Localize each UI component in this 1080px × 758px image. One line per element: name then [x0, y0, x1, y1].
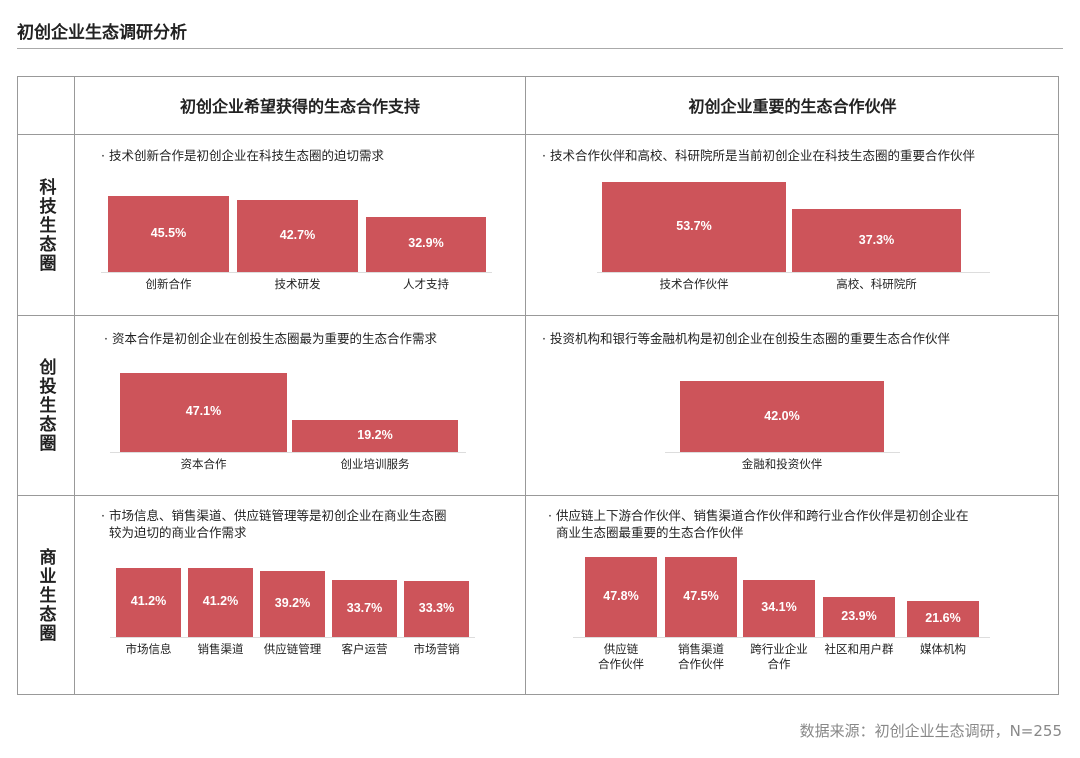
category-label: 市场营销	[413, 642, 460, 656]
column-header-partners: 初创企业重要的生态合作伙伴	[688, 97, 897, 116]
category-label: 社区和用户群	[824, 642, 894, 656]
chart-axis	[110, 637, 475, 638]
bar-1	[585, 556, 657, 637]
chart-note: · 技术合作伙伴和高校、科研院所是当前初创企业在科技生态圈的重要合作伙伴	[542, 148, 975, 163]
page-title: 初创企业生态调研分析	[17, 23, 187, 43]
divider	[17, 315, 1059, 316]
category-label: 技术合作伙伴	[659, 277, 729, 291]
row-label-tech: 科技生态圈	[35, 177, 56, 273]
chart-axis	[573, 637, 990, 638]
bar-value-label: 53.7%	[676, 218, 712, 233]
bar-value-label: 33.3%	[418, 601, 455, 616]
chart-note: · 投资机构和银行等金融机构是初创企业在创投生态圈的重要生态合作伙伴	[542, 331, 950, 346]
category-label: 跨行业企业 合作	[750, 642, 808, 671]
bar-2	[792, 209, 961, 272]
bar-3	[260, 571, 325, 637]
chart-axis	[110, 452, 466, 453]
bar-value-label: 32.9%	[408, 236, 444, 251]
divider	[17, 495, 1059, 496]
category-label: 人才支持	[403, 277, 449, 291]
category-label: 高校、科研院所	[836, 277, 917, 291]
bar-value-label: 39.2%	[274, 596, 311, 611]
bar-1	[680, 381, 884, 452]
bar-value-label: 41.2%	[202, 594, 239, 609]
category-label: 资本合作	[180, 457, 227, 471]
bar-value-label: 41.2%	[130, 594, 167, 609]
bar-1	[116, 567, 181, 637]
bar-3	[743, 579, 815, 637]
matrix-table	[17, 76, 1059, 695]
bar-value-label: 42.7%	[279, 228, 316, 243]
bar-4	[332, 580, 397, 637]
category-label: 供应链 合作伙伴	[598, 642, 644, 671]
category-label: 技术研发	[274, 277, 321, 291]
bar-value-label: 47.5%	[683, 589, 719, 604]
title-divider	[17, 48, 1063, 49]
category-label: 销售渠道	[197, 642, 244, 656]
chart-axis	[101, 272, 492, 273]
category-label: 创新合作	[145, 277, 192, 291]
bar-2	[237, 200, 358, 272]
bar-value-label: 34.1%	[761, 600, 797, 615]
bar-1	[108, 195, 229, 272]
category-label: 金融和投资伙伴	[741, 457, 823, 471]
bar-5	[907, 600, 979, 637]
bar-2	[188, 567, 253, 637]
divider	[525, 76, 526, 695]
data-source: 数据来源：初创企业生态调研，N=255	[799, 722, 1062, 740]
category-label: 销售渠道 合作伙伴	[678, 642, 724, 671]
bar-1	[602, 181, 786, 272]
bar-5	[404, 581, 469, 637]
bar-value-label: 21.6%	[925, 610, 961, 625]
chart-note: · 技术创新合作是初创企业在科技生态圈的迫切需求	[101, 148, 384, 163]
bar-value-label: 47.8%	[603, 588, 639, 603]
bar-value-label: 33.7%	[346, 600, 383, 615]
bar-4	[823, 596, 895, 637]
bar-2	[665, 557, 737, 637]
chart-axis	[665, 452, 900, 453]
row-label-venture: 创投生态圈	[35, 358, 56, 453]
chart-axis	[597, 272, 990, 273]
bar-2	[292, 419, 458, 452]
bar-value-label: 37.3%	[858, 232, 895, 247]
chart-note: · 资本合作是初创企业在创投生态圈最为重要的生态合作需求	[104, 331, 437, 346]
bar-1	[120, 372, 287, 452]
bar-3	[366, 216, 486, 272]
chart-note: · 供应链上下游合作伙伴、销售渠道合作伙伴和跨行业合作伙伴是初创企业在 商业生态…	[548, 508, 969, 540]
chart-note: · 市场信息、销售渠道、供应链管理等是初创企业在商业生态圈 较为迫切的商业合作需…	[101, 508, 447, 540]
category-label: 媒体机构	[920, 642, 966, 656]
bar-value-label: 47.1%	[185, 404, 222, 419]
bar-value-label: 23.9%	[841, 608, 877, 623]
divider	[74, 76, 75, 695]
divider	[17, 134, 1059, 135]
category-label: 市场信息	[125, 642, 172, 656]
category-label: 创业培训服务	[340, 457, 410, 471]
bar-value-label: 45.5%	[150, 225, 187, 240]
category-label: 客户运营	[341, 642, 388, 656]
row-label-business: 商业生态圈	[35, 548, 56, 643]
bar-value-label: 19.2%	[357, 427, 393, 442]
category-label: 供应链管理	[263, 642, 322, 656]
bar-value-label: 42.0%	[764, 408, 800, 423]
column-header-support: 初创企业希望获得的生态合作支持	[179, 97, 420, 116]
